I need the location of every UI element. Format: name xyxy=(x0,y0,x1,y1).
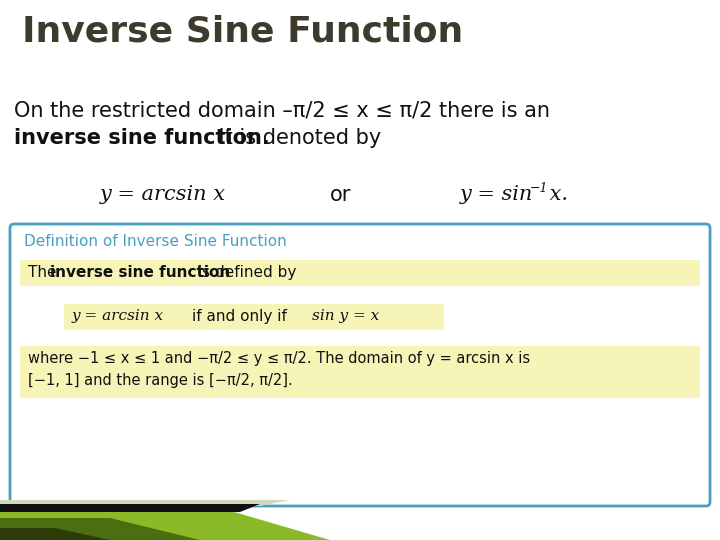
Text: x.: x. xyxy=(543,185,568,204)
Text: is defined by: is defined by xyxy=(193,265,297,280)
Text: y = sin: y = sin xyxy=(460,185,534,204)
Text: The: The xyxy=(28,265,61,280)
Text: inverse sine function: inverse sine function xyxy=(50,265,230,280)
Text: It is denoted by: It is denoted by xyxy=(212,128,382,148)
Text: or: or xyxy=(330,185,351,205)
Polygon shape xyxy=(0,528,110,540)
Polygon shape xyxy=(0,518,200,540)
Text: Inverse Sine Function: Inverse Sine Function xyxy=(22,15,463,49)
Text: Definition of Inverse Sine Function: Definition of Inverse Sine Function xyxy=(24,234,287,249)
Bar xyxy=(64,304,444,330)
Text: y = arcsin x: y = arcsin x xyxy=(100,185,226,204)
Text: inverse sine function.: inverse sine function. xyxy=(14,128,270,148)
Text: where −1 ≤ x ≤ 1 and −π/2 ≤ y ≤ π/2. The domain of y = arcsin x is: where −1 ≤ x ≤ 1 and −π/2 ≤ y ≤ π/2. The… xyxy=(28,351,530,366)
FancyBboxPatch shape xyxy=(10,224,710,506)
Polygon shape xyxy=(0,504,260,512)
Text: On the restricted domain –π/2 ≤ x ≤ π/2 there is an: On the restricted domain –π/2 ≤ x ≤ π/2 … xyxy=(14,100,550,120)
Text: −1: −1 xyxy=(530,182,549,195)
Polygon shape xyxy=(0,502,330,540)
Text: if and only if: if and only if xyxy=(192,309,287,324)
Bar xyxy=(20,346,700,398)
Polygon shape xyxy=(0,500,290,506)
Text: sin y = x: sin y = x xyxy=(312,309,379,323)
Bar xyxy=(20,260,700,286)
Text: [−1, 1] and the range is [−π/2, π/2].: [−1, 1] and the range is [−π/2, π/2]. xyxy=(28,373,293,388)
Text: y = arcsin x: y = arcsin x xyxy=(72,309,164,323)
